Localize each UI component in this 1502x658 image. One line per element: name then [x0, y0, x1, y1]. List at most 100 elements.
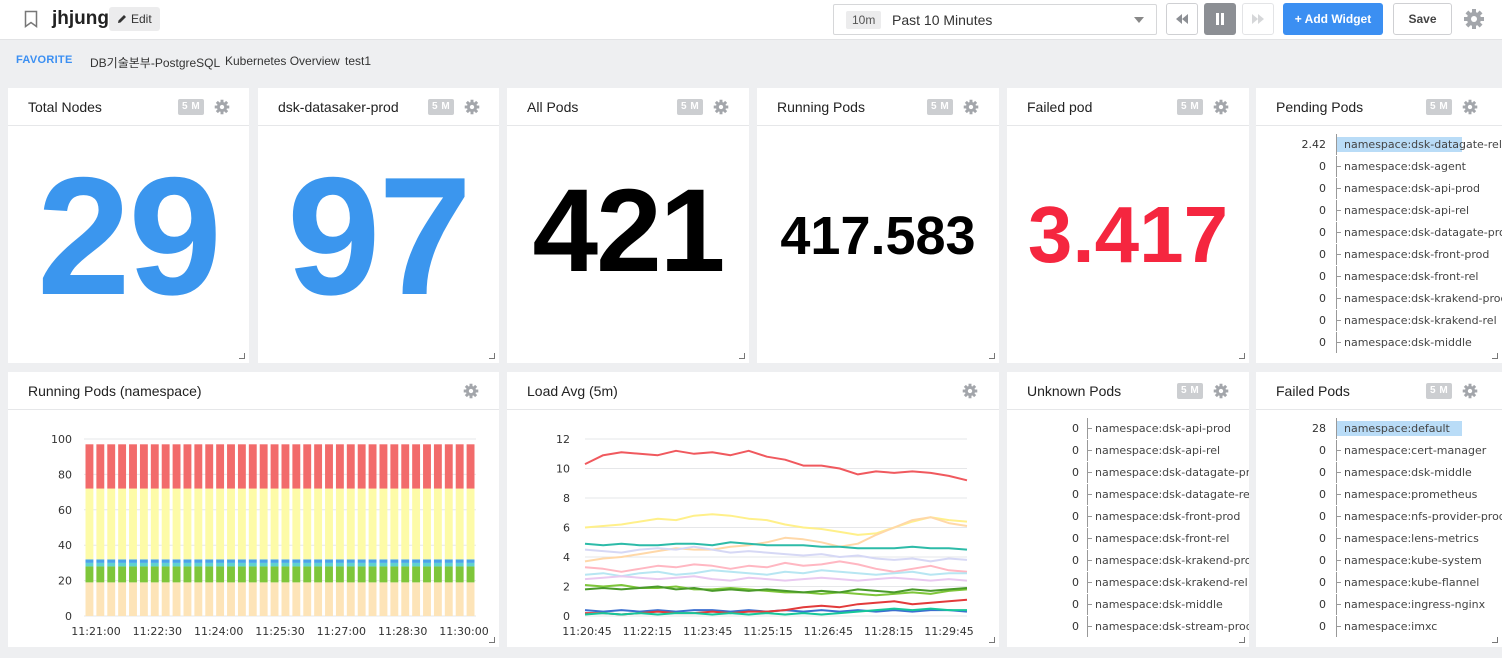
bar-segment: [281, 582, 290, 616]
gear-icon[interactable]: [963, 99, 979, 115]
bar-segment: [466, 444, 475, 489]
resize-handle[interactable]: [489, 353, 495, 359]
resize-handle[interactable]: [1239, 353, 1245, 359]
list-item-label: namespace:dsk-middle: [1095, 598, 1223, 611]
bar-segment: [292, 562, 301, 567]
pencil-icon: [118, 15, 126, 23]
interval-badge: 5 M: [677, 99, 704, 115]
widget-title: Failed pod: [1027, 99, 1093, 115]
bar-segment: [390, 488, 399, 560]
list-item: 0 namespace:dsk-front-prod: [1007, 506, 1249, 527]
widget-title: Total Nodes: [28, 99, 102, 115]
list-item-value: 0: [1319, 598, 1326, 611]
pause-button[interactable]: [1204, 3, 1236, 35]
widget-running-pods: Running Pods 5 M 417.583: [757, 88, 999, 363]
list-item-label: namespace:dsk-datagate-prod: [1344, 226, 1502, 239]
bar-segment: [401, 562, 410, 567]
save-button[interactable]: Save: [1393, 3, 1452, 35]
gear-icon[interactable]: [1213, 99, 1229, 115]
pause-icon: [1216, 13, 1224, 25]
time-range-select[interactable]: 10m Past 10 Minutes: [833, 4, 1157, 35]
resize-handle[interactable]: [239, 353, 245, 359]
axis-tick: [1336, 178, 1341, 199]
list-item-label: namespace:dsk-krakend-rel: [1095, 576, 1248, 589]
axis-tick: [1087, 616, 1092, 637]
bar-segment: [129, 566, 137, 583]
bar-segment: [335, 488, 344, 560]
y-tick-label: 0: [65, 610, 72, 623]
add-widget-button[interactable]: + Add Widget: [1283, 3, 1383, 35]
list-item-value: 0: [1319, 554, 1326, 567]
list-item: 0 namespace:nfs-provider-prod: [1256, 506, 1502, 527]
series-line: [584, 545, 968, 563]
bar-segment: [96, 559, 105, 563]
resize-handle[interactable]: [739, 353, 745, 359]
axis-tick: [1087, 550, 1092, 571]
rewind-icon: [1176, 14, 1188, 24]
gear-icon[interactable]: [1462, 99, 1478, 115]
list-item-label: namespace:ingress-nginx: [1344, 598, 1486, 611]
bar-segment: [379, 559, 388, 563]
gear-icon[interactable]: [1462, 383, 1478, 399]
bar-segment: [423, 444, 431, 489]
bar-segment: [390, 562, 399, 567]
bookmark-icon[interactable]: [24, 10, 38, 28]
widget-failed-pod: Failed pod 5 M 3.417: [1007, 88, 1249, 363]
widget-body: 0 20 40 60 80 100 11:21:00 11:22:30 11:24:00 11:2…: [8, 410, 499, 647]
bar-segment: [172, 488, 181, 560]
bar-segment: [433, 562, 442, 567]
interval-badge: 5 M: [1177, 99, 1204, 115]
widget-unknown-pods: Unknown Pods 5 M 0 namespace:dsk-api-prod…: [1007, 372, 1249, 647]
bar-segment: [455, 488, 464, 560]
axis-tick: [1087, 572, 1092, 593]
bar-segment: [401, 559, 410, 563]
bar-segment: [335, 566, 344, 583]
bar-segment: [216, 562, 225, 567]
list-item-label: namespace:dsk-api-prod: [1344, 182, 1480, 195]
resize-handle[interactable]: [989, 637, 995, 643]
axis-tick: [1336, 222, 1341, 243]
widget-header: Unknown Pods 5 M: [1007, 372, 1249, 410]
list-item: 0 namespace:kube-flannel: [1256, 572, 1502, 593]
resize-handle[interactable]: [1492, 353, 1498, 359]
gear-icon[interactable]: [463, 383, 479, 399]
list-item-label: namespace:kube-flannel: [1344, 576, 1480, 589]
axis-tick: [1336, 616, 1341, 637]
edit-button[interactable]: Edit: [109, 7, 160, 31]
bar-segment: [183, 582, 192, 616]
bar-segment: [96, 562, 105, 567]
bar-segment: [466, 559, 475, 563]
fast-forward-button[interactable]: [1242, 3, 1274, 35]
bar-segment: [314, 566, 323, 583]
bar-segment: [423, 582, 431, 616]
favorite-item[interactable]: DB기술본부-PostgreSQL: [90, 56, 221, 70]
resize-handle[interactable]: [1239, 637, 1245, 643]
resize-handle[interactable]: [1492, 637, 1498, 643]
bar-segment: [216, 444, 225, 489]
gear-icon[interactable]: [713, 99, 729, 115]
rewind-button[interactable]: [1166, 3, 1198, 35]
gear-icon[interactable]: [962, 383, 978, 399]
bar-segment: [118, 582, 127, 616]
list-item: 0 namespace:dsk-krakend-prod: [1007, 550, 1249, 571]
bar-segment: [335, 559, 344, 563]
bar-segment: [161, 562, 170, 567]
resize-handle[interactable]: [989, 353, 995, 359]
favorite-item[interactable]: Kubernetes Overview: [225, 54, 340, 68]
bar-segment: [129, 562, 137, 567]
gear-icon[interactable]: [214, 99, 230, 115]
list-item-value: 0: [1319, 248, 1326, 261]
bar-segment: [259, 444, 268, 489]
list-item-label: namespace:dsk-krakend-prod: [1344, 292, 1502, 305]
favorite-item[interactable]: test1: [345, 54, 372, 68]
gear-icon[interactable]: [1463, 8, 1485, 30]
bar-segment: [96, 566, 105, 583]
list-item: 0 namespace:cert-manager: [1256, 440, 1502, 461]
gear-icon[interactable]: [1213, 383, 1229, 399]
gear-icon[interactable]: [464, 99, 480, 115]
bar-segment: [281, 562, 290, 567]
resize-handle[interactable]: [489, 637, 495, 643]
bar-segment: [237, 562, 246, 567]
widget-body: 3.417: [1007, 126, 1249, 363]
axis-tick: [1336, 506, 1341, 527]
